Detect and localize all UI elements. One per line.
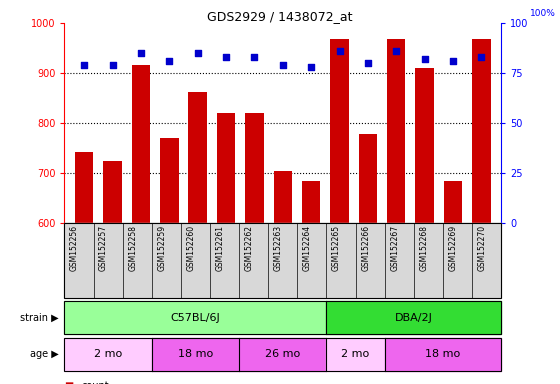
- Text: GSM152259: GSM152259: [157, 225, 166, 271]
- Text: C57BL/6J: C57BL/6J: [171, 313, 220, 323]
- Point: [477, 54, 486, 60]
- Text: 2 mo: 2 mo: [94, 349, 122, 359]
- Bar: [160, 138, 179, 223]
- Point: [108, 62, 117, 68]
- Bar: [75, 152, 94, 223]
- Text: GSM152269: GSM152269: [449, 225, 458, 271]
- Point: [80, 62, 88, 68]
- Point: [222, 54, 231, 60]
- Text: GSM152265: GSM152265: [332, 225, 341, 271]
- Point: [307, 64, 316, 70]
- Bar: [330, 39, 349, 223]
- Text: count: count: [81, 381, 109, 384]
- Text: 2 mo: 2 mo: [342, 349, 370, 359]
- Text: GSM152256: GSM152256: [70, 225, 79, 271]
- Point: [420, 56, 429, 62]
- Text: GSM152257: GSM152257: [99, 225, 108, 271]
- Bar: [416, 68, 434, 223]
- Bar: [387, 39, 405, 223]
- Text: GSM152262: GSM152262: [245, 225, 254, 271]
- Text: GSM152267: GSM152267: [390, 225, 399, 271]
- Text: GDS2929 / 1438072_at: GDS2929 / 1438072_at: [207, 10, 353, 23]
- Point: [335, 48, 344, 54]
- Bar: [302, 181, 320, 223]
- Bar: [444, 181, 462, 223]
- Text: age ▶: age ▶: [30, 349, 59, 359]
- Point: [137, 50, 146, 56]
- Bar: [245, 113, 264, 223]
- Text: 18 mo: 18 mo: [178, 349, 213, 359]
- Text: GSM152270: GSM152270: [478, 225, 487, 271]
- Bar: [104, 161, 122, 223]
- Point: [363, 60, 372, 66]
- Bar: [472, 39, 491, 223]
- Text: GSM152268: GSM152268: [419, 225, 428, 271]
- Text: 26 mo: 26 mo: [265, 349, 300, 359]
- Text: GSM152260: GSM152260: [186, 225, 195, 271]
- Text: DBA/2J: DBA/2J: [395, 313, 433, 323]
- Point: [165, 58, 174, 64]
- Bar: [358, 134, 377, 223]
- Point: [193, 50, 202, 56]
- Text: GSM152263: GSM152263: [274, 225, 283, 271]
- Bar: [274, 171, 292, 223]
- Text: 18 mo: 18 mo: [426, 349, 460, 359]
- Text: 100%: 100%: [530, 9, 556, 18]
- Bar: [189, 92, 207, 223]
- Point: [449, 58, 458, 64]
- Point: [278, 62, 287, 68]
- Text: GSM152264: GSM152264: [303, 225, 312, 271]
- Text: ■: ■: [64, 381, 74, 384]
- Text: GSM152258: GSM152258: [128, 225, 137, 271]
- Bar: [217, 113, 235, 223]
- Bar: [132, 65, 150, 223]
- Text: strain ▶: strain ▶: [20, 313, 59, 323]
- Text: GSM152266: GSM152266: [361, 225, 370, 271]
- Point: [392, 48, 401, 54]
- Text: GSM152261: GSM152261: [216, 225, 225, 271]
- Point: [250, 54, 259, 60]
